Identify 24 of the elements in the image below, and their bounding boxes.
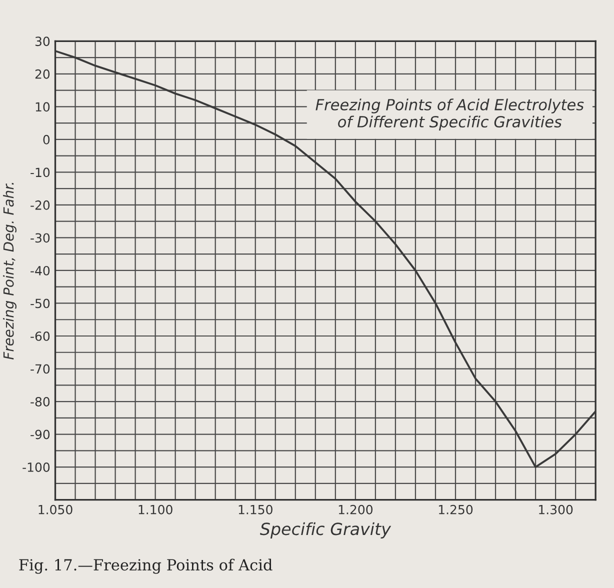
- x-tick-label: 1.250: [438, 504, 473, 514]
- x-tick-label: 1.100: [138, 504, 172, 514]
- y-axis-title: Freezing Point, Deg. Fahr.: [3, 182, 16, 360]
- x-tick-label: 1.300: [539, 504, 573, 514]
- y-tick-label: 10: [36, 102, 50, 112]
- y-tick-label: 0: [43, 134, 50, 144]
- y-tick-label: 20: [35, 69, 50, 79]
- y-tick-label: -50: [30, 298, 50, 308]
- x-tick-label: 1.200: [338, 504, 372, 514]
- y-tick-label: -90: [30, 430, 50, 440]
- y-tick-label: 30: [35, 36, 50, 46]
- y-tick-label: -60: [30, 331, 50, 341]
- y-tick-label: -40: [30, 266, 50, 276]
- x-axis-title: Specific Gravity: [260, 522, 392, 538]
- x-tick-label: 1.150: [238, 504, 272, 514]
- y-tick-label: -100: [22, 462, 50, 472]
- y-tick-label: -20: [30, 200, 50, 210]
- y-tick-label: -70: [30, 364, 50, 374]
- x-tick-label: 1.050: [38, 504, 72, 514]
- caption: Fig. 17.—Freezing Points of Acid: [19, 558, 272, 574]
- y-tick-label: -30: [30, 233, 50, 243]
- y-tick-label: -80: [30, 396, 50, 406]
- text: Freezing Points of Acid Electrolytes of Different Specific Gravities: [316, 98, 584, 130]
- y-tick-label: -10: [30, 168, 50, 178]
